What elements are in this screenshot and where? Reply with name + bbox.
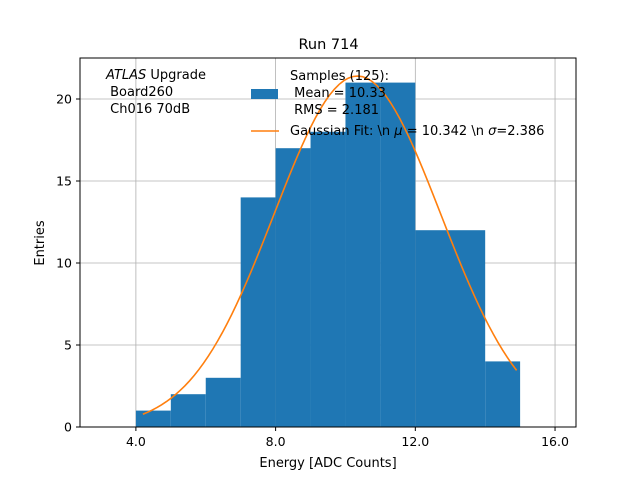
y-tick-label: 15 xyxy=(56,174,72,189)
histogram-bar xyxy=(205,377,241,427)
histogram-bar xyxy=(240,197,276,427)
histogram-bars xyxy=(135,82,521,428)
histogram-bar xyxy=(135,410,171,427)
histogram-bar xyxy=(170,394,206,427)
atlas-label: ATLAS xyxy=(105,68,146,83)
x-axis-label: Energy [ADC Counts] xyxy=(259,456,396,471)
annotation-line-board: Board260 xyxy=(106,85,173,100)
atlas-annotation: ATLAS Upgrade Board260 Ch016 70dB xyxy=(105,68,206,117)
x-axis-ticks: 4.0 8.0 12.0 16.0 xyxy=(126,427,569,449)
annotation-line-channel: Ch016 70dB xyxy=(106,102,190,117)
histogram-bar xyxy=(345,82,381,427)
y-tick-label: 20 xyxy=(56,92,72,107)
legend: Samples (125): Mean = 10.33 RMS = 2.181 … xyxy=(251,69,544,139)
histogram-bar xyxy=(275,148,311,427)
plot-frame xyxy=(79,57,577,428)
chart-title: Run 714 xyxy=(298,37,358,53)
x-tick-label: 16.0 xyxy=(541,434,569,449)
legend-samples-line-2: Mean = 10.33 xyxy=(290,86,386,101)
x-tick-label: 12.0 xyxy=(401,434,429,449)
gaussian-fit-curve xyxy=(142,75,518,415)
legend-fit-label: Gaussian Fit: \n μ = 10.342 \n σ=2.386 xyxy=(290,124,544,139)
svg-text:ATLAS Upgrade: ATLAS Upgrade xyxy=(105,68,206,83)
y-tick-label: 10 xyxy=(56,256,72,271)
x-tick-label: 4.0 xyxy=(126,434,146,449)
histogram-bar xyxy=(415,230,486,427)
histogram-bar xyxy=(310,131,346,428)
y-tick-label: 5 xyxy=(64,338,72,353)
y-tick-label: 0 xyxy=(64,420,72,435)
x-tick-label: 8.0 xyxy=(266,434,286,449)
y-axis-label: Entries xyxy=(33,220,48,266)
atlas-upgrade-label: Upgrade xyxy=(146,68,206,83)
histogram-bar xyxy=(485,361,521,427)
legend-samples-line-3: RMS = 2.181 xyxy=(290,103,379,118)
y-axis-ticks: 0 5 10 15 20 xyxy=(56,92,80,435)
legend-samples-line-1: Samples (125): xyxy=(290,69,389,84)
legend-patch-samples xyxy=(251,89,278,99)
